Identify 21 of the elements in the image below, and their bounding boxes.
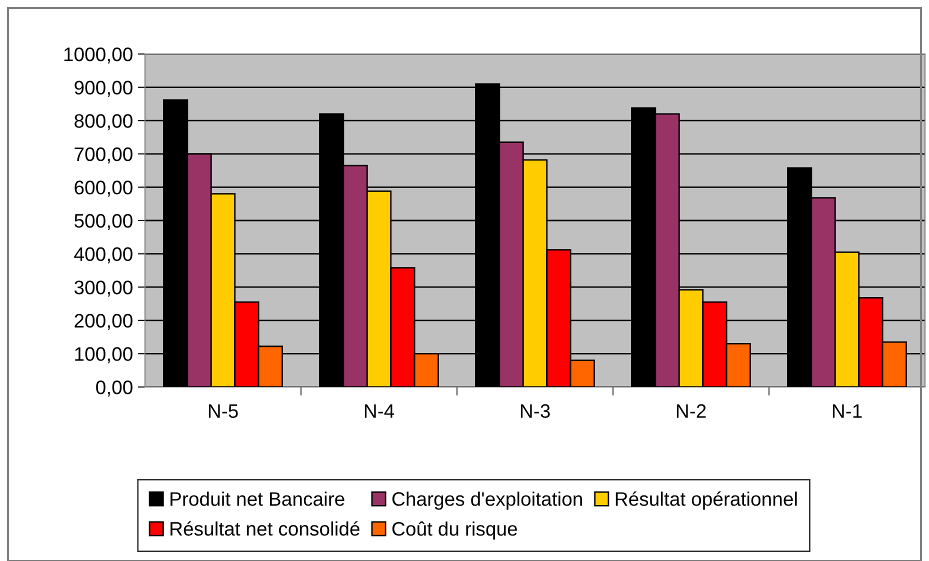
y-tick-label: 0,00 [96,380,132,397]
y-tick-label: 1000,00 [64,47,132,64]
legend-label: Produit net Bancaire [170,492,344,506]
legend-label: Résultat net consolidé [170,521,360,536]
y-tick-label: 300,00 [74,280,132,297]
legend-label: Charges d'exploitation [392,492,582,510]
y-tick-label: 900,00 [74,80,132,97]
x-tick-label: N-1 [832,404,862,418]
x-tick-label: N-4 [364,404,394,418]
y-tick-label: 700,00 [74,147,132,164]
y-tick-label: 600,00 [74,180,132,197]
y-tick-label: 400,00 [74,247,132,264]
x-tick-label: N-2 [676,404,706,418]
y-tick-label: 800,00 [74,114,132,130]
x-tick-label: N-5 [208,404,238,418]
x-tick-label: N-3 [520,404,550,418]
y-tick-label: 500,00 [74,214,132,230]
y-tick-label: 100,00 [75,347,132,364]
legend-label: Coût du risque [392,521,517,540]
legend-label: Résultat opérationnel [616,491,797,510]
y-tick-label: 200,00 [74,314,132,330]
